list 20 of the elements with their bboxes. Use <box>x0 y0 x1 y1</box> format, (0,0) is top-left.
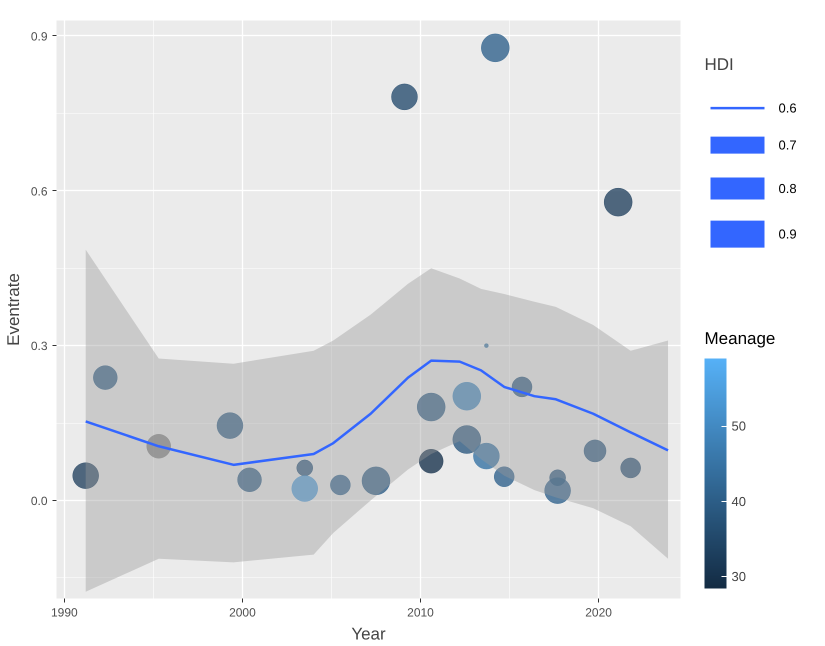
text: 0.9 <box>778 226 797 242</box>
x-tick-label: 2010 <box>407 606 434 620</box>
y-tick-label: 0.3 <box>30 339 48 354</box>
color-bar-label: 30 <box>732 568 746 584</box>
x-tick-label: 2020 <box>585 606 612 620</box>
color-bar-label: 50 <box>732 418 746 434</box>
x-axis-title: Year <box>351 624 386 644</box>
line-series <box>84 359 670 466</box>
y-axis-title: Eventrate <box>4 273 23 346</box>
y-tick-label: 0.0 <box>30 494 48 508</box>
x-tick-label: 2000 <box>229 606 256 620</box>
y-tick-label: 0.6 <box>30 184 48 198</box>
color-bar-title: Meanage <box>704 328 776 348</box>
text: 0.6 <box>778 100 797 116</box>
y-tick-label: 0.9 <box>30 29 48 44</box>
text: 0.7 <box>778 138 797 153</box>
text: 0.8 <box>778 180 797 196</box>
legend-title: HDI <box>704 55 734 74</box>
color-bar-label: 40 <box>732 494 746 509</box>
x-tick-label: 1990 <box>50 606 78 620</box>
